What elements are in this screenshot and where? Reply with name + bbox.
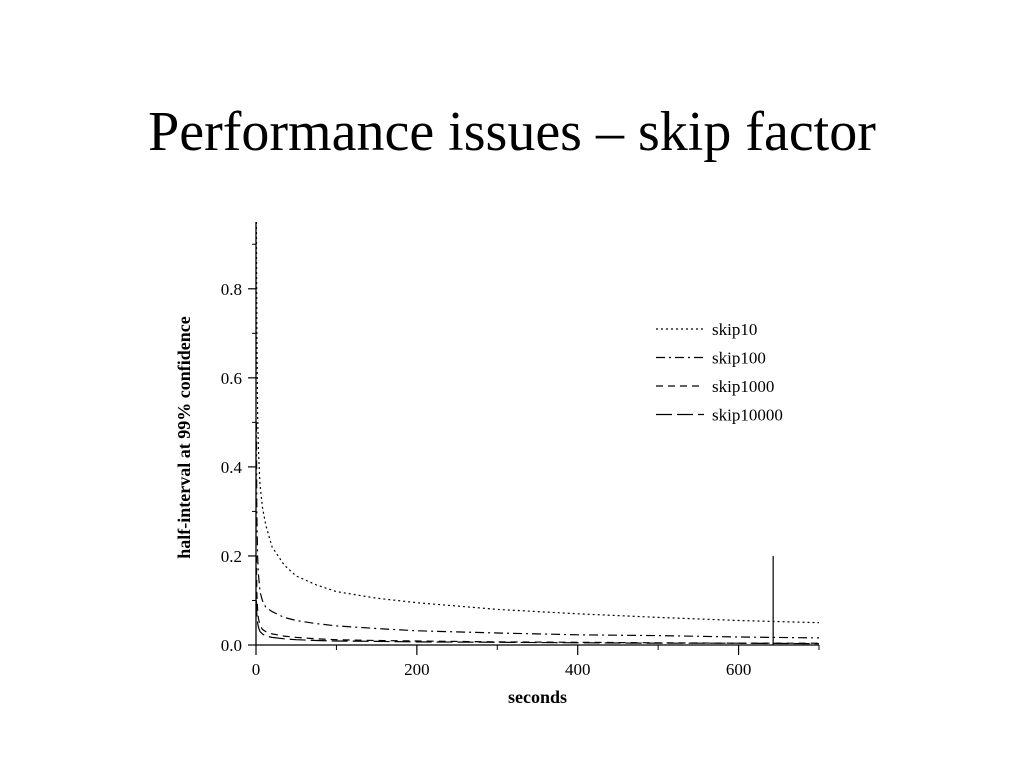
legend-label-skip10: skip10 [712,320,757,339]
legend-label-skip100: skip100 [712,349,766,368]
chart-axes: 0.0 0.2 0.4 0.6 0.8 0 200 400 600 [221,222,820,679]
series-line-skip10 [255,221,820,624]
series-line-skip100 [255,422,820,639]
series-line-skip1000 [255,555,819,644]
chart-plot-area [255,221,820,645]
y-tick-label: 0.2 [221,547,242,566]
x-tick-label: 0 [252,660,261,679]
legend-label-skip1000: skip1000 [712,377,774,396]
series-line-skip10000 [255,600,820,645]
x-tick-label: 200 [404,660,430,679]
y-tick-label: 0.6 [221,369,242,388]
legend-label-skip10000: skip10000 [712,406,783,425]
y-tick-label: 0.4 [221,458,243,477]
chart-legend: skip10 skip100 skip1000 skip10000 [656,320,783,425]
x-axis-label: seconds [508,687,567,707]
x-tick-label: 600 [726,660,752,679]
slide-title: Performance issues – skip factor [148,101,876,163]
y-axis-label: half-interval at 99% confidence [174,316,194,558]
y-tick-label: 0.8 [221,280,242,299]
y-tick-label: 0.0 [221,636,242,655]
x-tick-label: 400 [565,660,591,679]
